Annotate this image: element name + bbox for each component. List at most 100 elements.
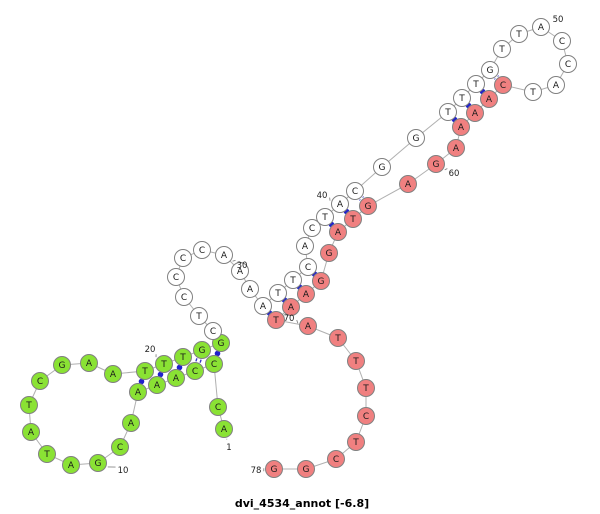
nucleotide-circle bbox=[329, 329, 347, 347]
nucleotide-circle bbox=[316, 208, 334, 226]
nucleotide-node: T bbox=[269, 284, 287, 302]
nucleotide-circle bbox=[193, 341, 211, 359]
nucleotide-base-letter: C bbox=[37, 377, 43, 387]
nucleotide-base-letter: C bbox=[173, 273, 179, 283]
nucleotide-base-letter: A bbox=[68, 461, 75, 471]
nucleotide-base-letter: T bbox=[498, 45, 505, 55]
nucleotide-node: C bbox=[193, 241, 211, 259]
nucleotide-base-letter: T bbox=[141, 367, 148, 377]
nucleotide-node: C bbox=[167, 268, 185, 286]
nucleotide-node: A bbox=[241, 280, 259, 298]
nucleotide-circle bbox=[155, 355, 173, 373]
nucleotide-base-letter: C bbox=[309, 224, 315, 234]
nucleotide-node: A bbox=[480, 90, 498, 108]
nucleotide-circle bbox=[303, 219, 321, 237]
position-label: 30 bbox=[237, 261, 248, 271]
nucleotide-base-letter: G bbox=[379, 163, 386, 173]
nucleotide-base-letter: A bbox=[405, 180, 412, 190]
nucleotide-node: T bbox=[155, 355, 173, 373]
nucleotide-node: C bbox=[327, 450, 345, 468]
nucleotide-node: T bbox=[190, 307, 208, 325]
nucleotide-node: C bbox=[494, 76, 512, 94]
nucleotide-base-letter: G bbox=[218, 339, 225, 349]
base-pair-double-line bbox=[497, 75, 499, 77]
nucleotide-node: T bbox=[347, 352, 365, 370]
nucleotide-node: A bbox=[547, 76, 565, 94]
position-label: 1 bbox=[226, 443, 231, 453]
nucleotide-base-letter: A bbox=[472, 109, 479, 119]
nucleotide-node: A bbox=[331, 195, 349, 213]
nucleotide-node: T bbox=[467, 75, 485, 93]
nucleotide-circle bbox=[510, 25, 528, 43]
nucleotide-circle bbox=[532, 18, 550, 36]
nucleotide-base-letter: G bbox=[326, 249, 333, 259]
nucleotide-circle bbox=[559, 55, 577, 73]
nucleotide-circle bbox=[347, 433, 365, 451]
nucleotide-node: A bbox=[22, 423, 40, 441]
nucleotide-base-letter: T bbox=[274, 289, 281, 299]
base-pair-double-line bbox=[359, 199, 361, 201]
nucleotide-base-letter: C bbox=[180, 254, 186, 264]
nucleotide-circle bbox=[215, 420, 233, 438]
nucleotide-base-letter: C bbox=[352, 187, 358, 197]
nucleotide-circle bbox=[427, 155, 445, 173]
nucleotide-node: A bbox=[215, 420, 233, 438]
nucleotide-circle bbox=[481, 61, 499, 79]
nucleotide-circle bbox=[347, 352, 365, 370]
nucleotide-base-letter: T bbox=[362, 384, 369, 394]
nucleotide-circle bbox=[296, 237, 314, 255]
nucleotide-node: C bbox=[174, 249, 192, 267]
nucleotide-circle bbox=[327, 450, 345, 468]
base-pair-double-line bbox=[199, 359, 202, 363]
nucleotide-base-letter: T bbox=[25, 401, 32, 411]
nucleotide-base-letter: C bbox=[211, 360, 217, 370]
position-label: 70 bbox=[284, 314, 295, 324]
nucleotide-circle bbox=[254, 297, 272, 315]
nucleotide-base-letter: C bbox=[559, 37, 565, 47]
nucleotide-node: A bbox=[452, 118, 470, 136]
nucleotide-base-letter: C bbox=[565, 60, 571, 70]
nucleotide-circle bbox=[62, 456, 80, 474]
nucleotide-circle bbox=[209, 398, 227, 416]
nucleotide-circle bbox=[22, 423, 40, 441]
base-pair-dot bbox=[138, 378, 145, 385]
nucleotide-circle bbox=[174, 249, 192, 267]
nucleotide-base-letter: C bbox=[199, 246, 205, 256]
nucleotide-circle bbox=[453, 89, 471, 107]
nucleotide-circle bbox=[312, 272, 330, 290]
nucleotide-circle bbox=[89, 454, 107, 472]
nucleotide-base-letter: A bbox=[110, 370, 117, 380]
nucleotide-base-letter: A bbox=[237, 267, 244, 277]
nucleotide-base-letter: T bbox=[179, 353, 186, 363]
nucleotide-circle bbox=[231, 262, 249, 280]
nucleotide-circle bbox=[136, 362, 154, 380]
nucleotide-circle bbox=[320, 244, 338, 262]
position-label: 60 bbox=[449, 169, 460, 179]
nucleotide-node: G bbox=[320, 244, 338, 262]
nucleotide-node: A bbox=[80, 354, 98, 372]
nucleotide-node: G bbox=[427, 155, 445, 173]
nucleotide-node: C bbox=[357, 407, 375, 425]
nucleotide-circle bbox=[167, 268, 185, 286]
nucleotide-circle bbox=[480, 90, 498, 108]
nucleotide-node: T bbox=[357, 379, 375, 397]
position-label: 20 bbox=[145, 345, 156, 355]
nucleotide-node: T bbox=[493, 40, 511, 58]
nucleotide-base-letter: A bbox=[221, 425, 228, 435]
nucleotide-circle bbox=[452, 118, 470, 136]
base-pair-double-line bbox=[195, 358, 198, 362]
nucleotide-base-letter: T bbox=[349, 215, 356, 225]
nucleotide-node: G bbox=[297, 460, 315, 478]
label-layer: 1 10 20 30 40 50 60 70 78 bbox=[107, 15, 563, 476]
nucleotide-base-letter: A bbox=[221, 251, 228, 261]
nucleotide-base-letter: T bbox=[334, 334, 341, 344]
nucleotide-node: T bbox=[20, 396, 38, 414]
nucleotide-base-letter: T bbox=[321, 213, 328, 223]
nucleotide-base-letter: A bbox=[538, 23, 545, 33]
nucleotide-node: A bbox=[129, 383, 147, 401]
nucleotide-circle bbox=[111, 438, 129, 456]
nucleotide-base-letter: A bbox=[486, 95, 493, 105]
nucleotide-base-letter: T bbox=[529, 88, 536, 98]
